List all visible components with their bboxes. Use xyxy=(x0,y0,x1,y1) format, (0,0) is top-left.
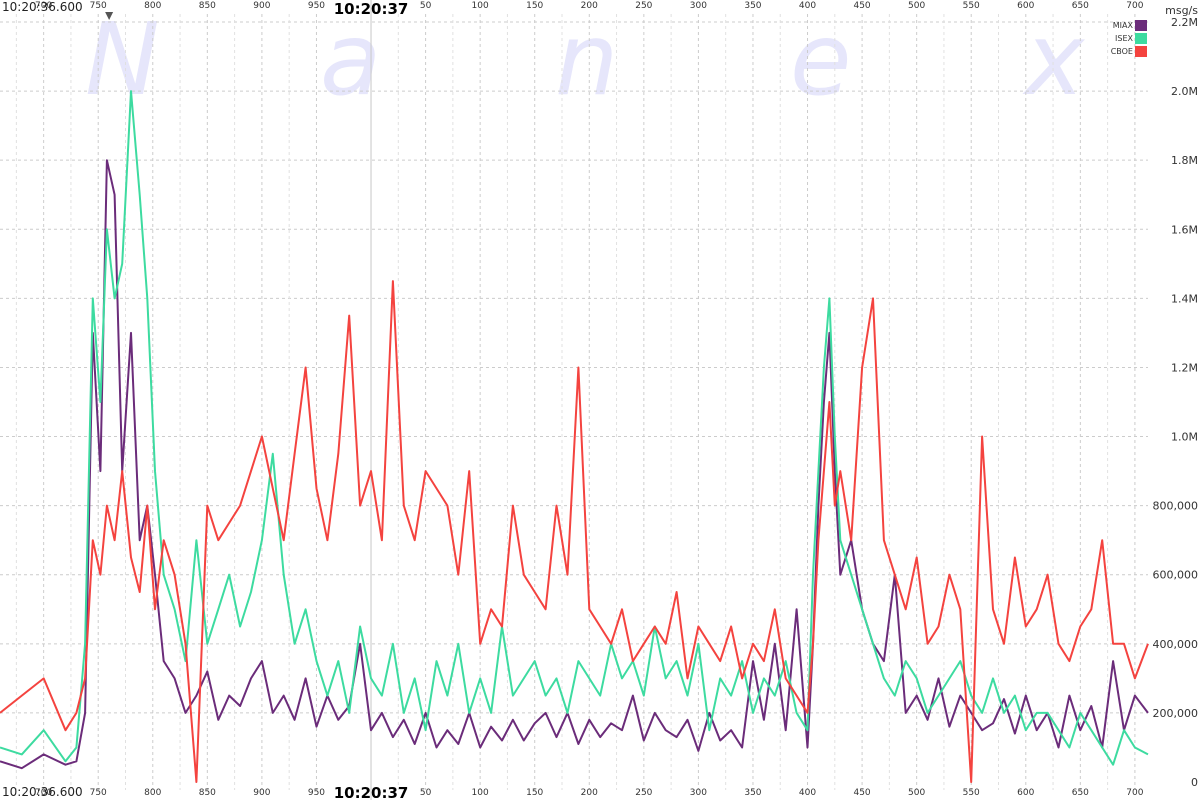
second-time-label-top: 10:20:37 xyxy=(334,0,409,18)
series-line-cboe xyxy=(0,280,1149,783)
x-tick-label-bottom: 600 xyxy=(1017,788,1034,798)
watermark-letter: e xyxy=(790,1,852,118)
y-tick-label: 1.2M xyxy=(1171,361,1198,374)
x-tick-label-bottom: 850 xyxy=(199,788,216,798)
x-tick-label-bottom: 150 xyxy=(526,788,543,798)
legend-label: CBOE xyxy=(1111,47,1133,56)
y-tick-label: 2.0M xyxy=(1171,85,1198,98)
x-tick-label-top: 350 xyxy=(744,1,761,11)
x-tick-label-bottom: 250 xyxy=(635,788,652,798)
x-tick-label-top: 750 xyxy=(90,1,107,11)
x-tick-label-bottom: 50 xyxy=(420,788,432,798)
x-tick-label-bottom: 800 xyxy=(144,788,161,798)
x-tick-label-top: 450 xyxy=(853,1,870,11)
legend-swatch xyxy=(1135,33,1147,44)
legend-label: MIAX xyxy=(1113,21,1134,30)
legend-label: ISEX xyxy=(1115,34,1133,43)
unit-label: msg/s xyxy=(1165,4,1198,17)
y-tick-label: 2.2M xyxy=(1171,16,1198,29)
y-tick-label: 400,000 xyxy=(1153,638,1199,651)
x-tick-label-bottom: 100 xyxy=(472,788,489,798)
x-tick-label-bottom: 500 xyxy=(908,788,925,798)
y-tick-label: 1.4M xyxy=(1171,292,1198,305)
x-tick-label-top: 300 xyxy=(690,1,707,11)
x-tick-label-top: 600 xyxy=(1017,1,1034,11)
watermark-letter: N xyxy=(85,1,160,118)
legend-swatch xyxy=(1135,46,1147,57)
x-tick-label-top: 850 xyxy=(199,1,216,11)
x-tick-label-bottom: 950 xyxy=(308,788,325,798)
x-tick-label-bottom: 900 xyxy=(253,788,270,798)
x-tick-label-top: 550 xyxy=(963,1,980,11)
watermark-letter: x xyxy=(1022,1,1086,118)
series-line-miax xyxy=(0,159,1149,770)
x-tick-label-bottom: 650 xyxy=(1072,788,1089,798)
second-time-label-bottom: 10:20:37 xyxy=(334,784,409,800)
legend-swatch xyxy=(1135,20,1147,31)
x-tick-label-bottom: 700 xyxy=(1126,788,1143,798)
x-tick-label-top: 700 xyxy=(35,1,52,11)
x-tick-label-top: 400 xyxy=(799,1,816,11)
x-tick-label-bottom: 550 xyxy=(963,788,980,798)
x-tick-label-top: 650 xyxy=(1072,1,1089,11)
x-tick-label-bottom: 700 xyxy=(35,788,52,798)
x-tick-label-bottom: 450 xyxy=(853,788,870,798)
watermark-letter: n xyxy=(555,1,618,118)
y-tick-label: 600,000 xyxy=(1153,569,1199,582)
series-lines xyxy=(0,90,1149,783)
x-tick-label-top: 700 xyxy=(1126,1,1143,11)
x-tick-label-bottom: 400 xyxy=(799,788,816,798)
x-tick-label-top: 150 xyxy=(526,1,543,11)
event-marker-icon xyxy=(105,12,114,20)
x-tick-label-bottom: 750 xyxy=(90,788,107,798)
y-tick-label: 1.0M xyxy=(1171,431,1198,444)
x-tick-label-bottom: 300 xyxy=(690,788,707,798)
watermark-letter: a xyxy=(320,1,381,118)
x-tick-label-top: 50 xyxy=(420,1,432,11)
legend: MIAX ISEX CBOE xyxy=(1111,20,1147,57)
y-tick-label: 800,000 xyxy=(1153,500,1199,513)
x-tick-label-top: 950 xyxy=(308,1,325,11)
grid xyxy=(0,0,1148,800)
x-tick-label-top: 800 xyxy=(144,1,161,11)
x-tick-label-top: 250 xyxy=(635,1,652,11)
y-tick-label: 1.8M xyxy=(1171,154,1198,167)
y-tick-label: 0 xyxy=(1191,776,1198,789)
x-tick-label-top: 200 xyxy=(581,1,598,11)
start-time-label-bottom: 10:20:36.600 xyxy=(2,785,83,799)
x-tick-label-top: 500 xyxy=(908,1,925,11)
x-tick-label-top: 900 xyxy=(253,1,270,11)
series-line-isex xyxy=(0,90,1149,766)
start-time-label-top: 10:20:36.600 xyxy=(2,0,83,14)
x-tick-label-top: 100 xyxy=(472,1,489,11)
y-tick-label: 1.6M xyxy=(1171,223,1198,236)
x-tick-label-bottom: 350 xyxy=(744,788,761,798)
x-tick-label-bottom: 200 xyxy=(581,788,598,798)
y-tick-label: 200,000 xyxy=(1153,707,1199,720)
